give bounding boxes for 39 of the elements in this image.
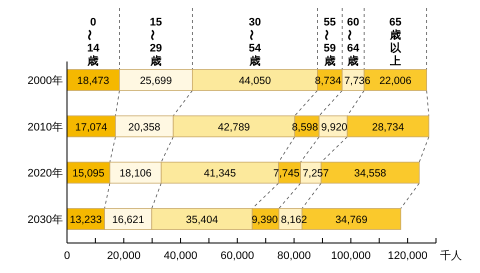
data-label: 17,074: [75, 121, 108, 134]
text: 20,000: [106, 250, 141, 262]
data-label: 34,558: [354, 168, 386, 180]
y-tick-label: 2000年: [28, 75, 63, 87]
data-label: 9,920: [321, 121, 348, 134]
y-tick-label: 2010年: [28, 121, 63, 134]
data-label: 34,769: [335, 214, 368, 226]
x-tick-label: 0: [64, 250, 70, 262]
data-label: 20,358: [128, 121, 161, 134]
data-label: 7,745: [273, 168, 300, 180]
x-tick-label: 100,000: [330, 250, 371, 262]
data-label: 13,233: [70, 214, 102, 226]
series-label: 60〜64歳: [342, 16, 360, 68]
data-label: 8,734: [314, 75, 342, 87]
data-label: 15,095: [72, 168, 105, 180]
series-label: 55〜59歳: [319, 16, 336, 68]
data-label: 42,789: [218, 121, 250, 134]
y-tick-label: 2030年: [28, 214, 63, 226]
data-label: 8,598: [292, 121, 318, 134]
x-tick-label: 80,000: [277, 250, 311, 262]
data-label: 44,050: [238, 75, 272, 87]
x-tick-label: 40,000: [164, 250, 198, 262]
data-label: 22,006: [379, 75, 412, 87]
y-tick-label: 2020年: [28, 168, 63, 180]
x-tick-label: 60,000: [220, 250, 254, 262]
x-tick-label: 120,000: [388, 250, 428, 262]
series-label: 15〜29歳: [145, 16, 162, 68]
series-label: 0〜14歳: [82, 16, 100, 68]
data-label: 25,699: [140, 75, 172, 87]
data-label: 18,473: [77, 75, 110, 87]
series-label: 30〜54歳: [244, 16, 262, 68]
data-label: 18,106: [119, 168, 152, 180]
data-label: 41,345: [204, 168, 236, 180]
data-label: 28,734: [372, 121, 404, 134]
data-label: 16,621: [112, 214, 144, 226]
data-label: 35,404: [186, 214, 218, 226]
data-label: 9,390: [252, 214, 278, 226]
series-label: 65歳以上: [388, 16, 402, 68]
x-axis-title: 千人: [440, 249, 462, 262]
